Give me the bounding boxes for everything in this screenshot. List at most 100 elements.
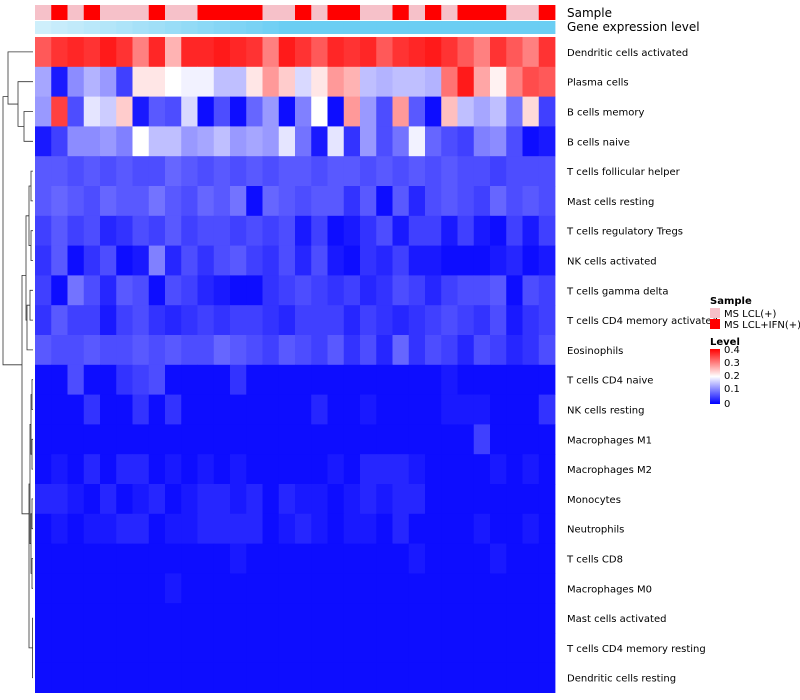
heatmap-cell [262, 335, 280, 366]
heatmap-cell [83, 96, 101, 127]
heatmap-cell [457, 37, 475, 68]
heatmap-cell [327, 186, 345, 217]
expression-annotation-track [35, 21, 556, 34]
heatmap-cell [230, 484, 247, 515]
heatmap-cell [262, 245, 280, 276]
heatmap-cell [506, 603, 523, 634]
heatmap-cell [360, 275, 377, 306]
heatmap-cell [490, 215, 507, 246]
heatmap-cell [343, 454, 361, 485]
heatmap-cell [148, 126, 166, 157]
legend-swatch-ms-lcl [710, 308, 720, 318]
heatmap-cell [538, 275, 556, 306]
heatmap-cell [35, 603, 52, 634]
heatmap-cell [116, 215, 133, 246]
heatmap-cell [360, 305, 377, 336]
heatmap-cell [392, 96, 410, 127]
heatmap-cell [148, 96, 166, 127]
heatmap-cell [181, 543, 198, 574]
heatmap-cell [67, 245, 85, 276]
heatmap-cell [213, 543, 231, 574]
heatmap-cell [197, 156, 215, 187]
heatmap-cell [441, 66, 458, 97]
heatmap-cell [392, 424, 410, 455]
heatmap-cell [165, 126, 182, 157]
heatmap-cell [538, 186, 556, 217]
row-label: T cells CD4 naive [566, 376, 653, 387]
heatmap-cell [327, 394, 345, 425]
heatmap-cell [165, 275, 182, 306]
heatmap-cell [165, 633, 182, 664]
heatmap-cell [490, 543, 507, 574]
heatmap-cell [278, 215, 296, 246]
sample-annotation-cell [197, 5, 215, 20]
heatmap-cell [148, 364, 166, 395]
heatmap-cell [343, 245, 361, 276]
heatmap-cell [522, 66, 540, 97]
heatmap-cell [246, 275, 263, 306]
heatmap-cell [360, 186, 377, 217]
heatmap-cell [490, 66, 507, 97]
heatmap-cell [295, 573, 312, 604]
heatmap-cell [100, 484, 117, 515]
row-label: B cells memory [567, 108, 644, 119]
heatmap-cell [116, 364, 133, 395]
heatmap-cell [311, 245, 328, 276]
heatmap-cell [360, 424, 377, 455]
heatmap-cell [262, 394, 280, 425]
dendrogram-branch [30, 230, 33, 261]
heatmap-cell [213, 335, 231, 366]
heatmap-cell [181, 96, 198, 127]
heatmap-cell [148, 305, 166, 336]
heatmap-cell [35, 66, 52, 97]
heatmap-cell [262, 186, 280, 217]
heatmap-cell [295, 275, 312, 306]
heatmap-cell [441, 364, 458, 395]
heatmap-cell [376, 66, 393, 97]
heatmap-cell [473, 394, 491, 425]
heatmap-cell [538, 96, 556, 127]
heatmap-cell [408, 603, 426, 634]
heatmap-cell [165, 245, 182, 276]
heatmap-cell [67, 215, 85, 246]
heatmap-cell [181, 156, 198, 187]
heatmap-cell [425, 424, 442, 455]
heatmap-cell [360, 543, 377, 574]
expression-annotation-cell [100, 21, 117, 34]
heatmap-cell [51, 186, 68, 217]
heatmap-cell [67, 573, 85, 604]
heatmap-cell [538, 573, 556, 604]
heatmap-cell [343, 186, 361, 217]
heatmap-cell [408, 454, 426, 485]
heatmap-cell [148, 215, 166, 246]
expression-annotation-cell [490, 21, 507, 34]
heatmap-cell [538, 394, 556, 425]
heatmap-cell [376, 603, 393, 634]
heatmap-cell [51, 543, 68, 574]
heatmap-cell [278, 633, 296, 664]
heatmap-cell [376, 424, 393, 455]
heatmap-cell [343, 364, 361, 395]
heatmap-cell [197, 633, 215, 664]
sample-track-label: Sample [567, 6, 612, 20]
heatmap-cell [327, 424, 345, 455]
heatmap-cell [425, 156, 442, 187]
heatmap-cell [376, 156, 393, 187]
heatmap-cell [165, 305, 182, 336]
heatmap-cell [490, 305, 507, 336]
heatmap-cell [230, 543, 247, 574]
heatmap-cell [360, 364, 377, 395]
heatmap-cell [83, 394, 101, 425]
heatmap-cell [360, 335, 377, 366]
expression-annotation-cell [327, 21, 345, 34]
heatmap-cell [311, 662, 328, 693]
heatmap-cell [408, 424, 426, 455]
heatmap-cell [51, 215, 68, 246]
heatmap-cell [522, 335, 540, 366]
heatmap-cell [213, 603, 231, 634]
sample-annotation-cell [311, 5, 328, 20]
heatmap-cell [83, 424, 101, 455]
legend-label-ms-lcl: MS LCL(+) [724, 309, 777, 320]
heatmap-cell [457, 186, 475, 217]
heatmap-cell [457, 245, 475, 276]
